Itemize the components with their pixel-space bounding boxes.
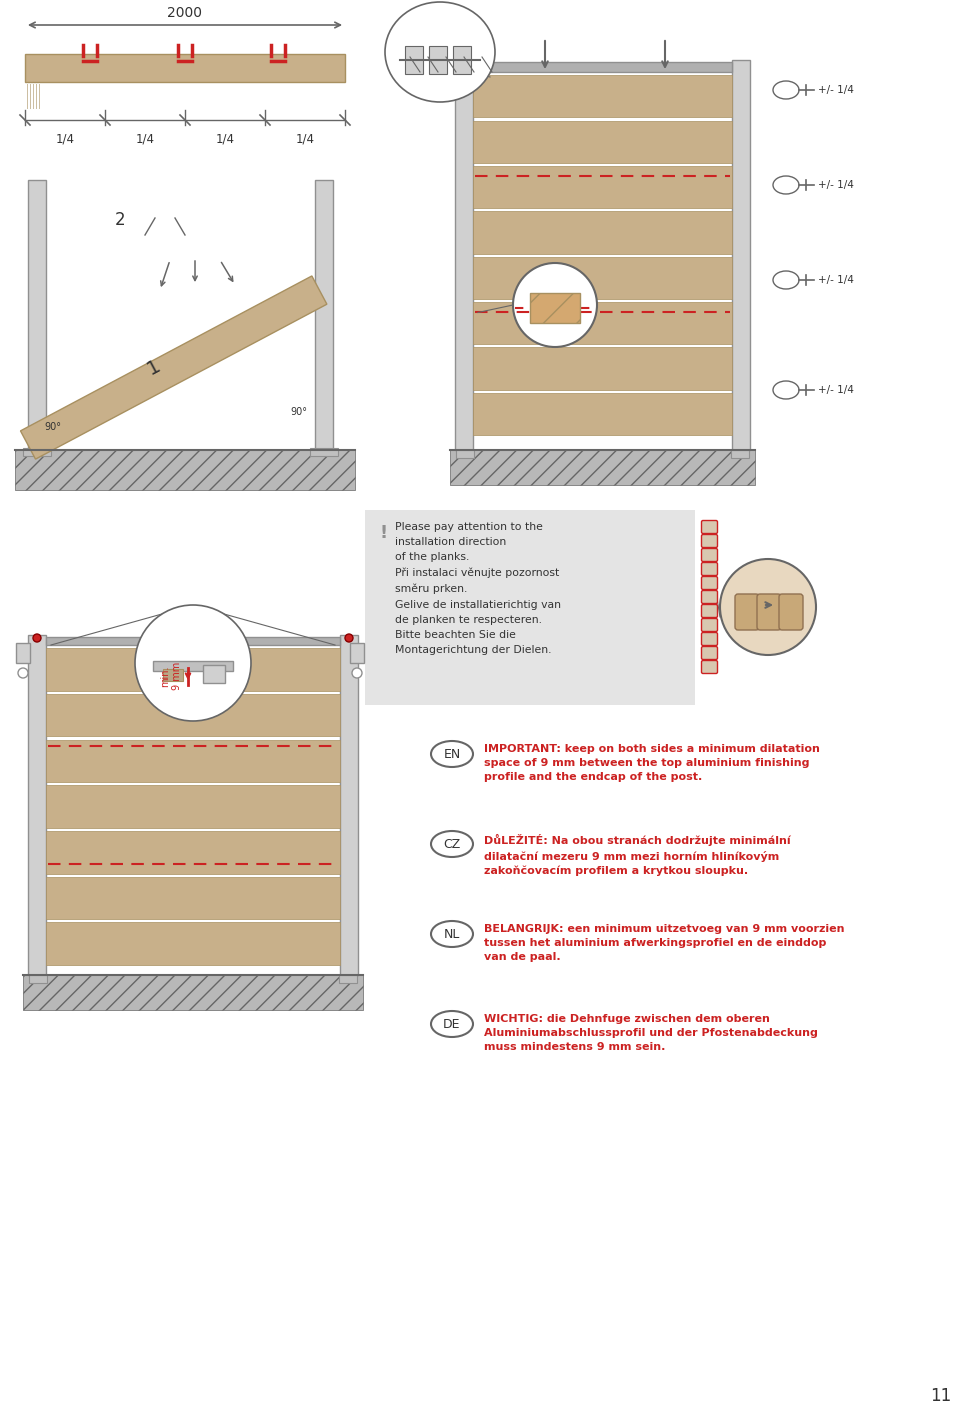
FancyBboxPatch shape xyxy=(702,521,717,534)
Bar xyxy=(365,510,695,705)
Circle shape xyxy=(18,668,28,678)
Text: +/- 1/4: +/- 1/4 xyxy=(818,85,853,95)
Text: CZ: CZ xyxy=(444,837,461,850)
FancyBboxPatch shape xyxy=(779,594,803,629)
Bar xyxy=(25,54,345,83)
Ellipse shape xyxy=(431,921,473,947)
Text: EN: EN xyxy=(444,748,461,760)
Bar xyxy=(46,877,340,920)
Bar xyxy=(473,75,732,117)
Text: DE: DE xyxy=(444,1018,461,1031)
Bar xyxy=(473,167,732,208)
Circle shape xyxy=(33,634,41,642)
Bar xyxy=(456,450,474,459)
Text: 1/4: 1/4 xyxy=(296,132,315,147)
Circle shape xyxy=(135,605,251,721)
FancyBboxPatch shape xyxy=(702,646,717,659)
Bar xyxy=(473,63,732,73)
Bar xyxy=(29,975,47,983)
Bar xyxy=(46,637,340,645)
Bar xyxy=(46,693,340,736)
Bar xyxy=(15,450,355,490)
Bar xyxy=(46,648,340,691)
FancyBboxPatch shape xyxy=(702,605,717,618)
Bar xyxy=(28,179,46,450)
FancyBboxPatch shape xyxy=(702,577,717,590)
FancyBboxPatch shape xyxy=(702,632,717,645)
Bar xyxy=(473,393,732,434)
FancyBboxPatch shape xyxy=(702,562,717,575)
Bar xyxy=(405,46,423,74)
Text: DůLEŽITÉ: Na obou stranách dodržujte minimální
dilatační mezeru 9 mm mezi horním: DůLEŽITÉ: Na obou stranách dodržujte min… xyxy=(484,834,791,876)
Text: 1/4: 1/4 xyxy=(215,132,234,147)
Bar xyxy=(310,449,338,456)
Text: +/- 1/4: +/- 1/4 xyxy=(818,384,853,394)
Bar xyxy=(203,665,225,684)
Text: 2: 2 xyxy=(115,211,126,229)
Text: 90°: 90° xyxy=(44,422,61,431)
Circle shape xyxy=(352,668,362,678)
Bar xyxy=(46,923,340,965)
FancyBboxPatch shape xyxy=(702,591,717,604)
Text: 11: 11 xyxy=(930,1387,951,1405)
Text: IMPORTANT: keep on both sides a minimum dilatation
space of 9 mm between the top: IMPORTANT: keep on both sides a minimum … xyxy=(484,743,820,782)
Text: Please pay attention to the
installation direction
of the planks.
Při instalaci : Please pay attention to the installation… xyxy=(395,523,561,655)
Ellipse shape xyxy=(431,740,473,768)
FancyBboxPatch shape xyxy=(702,548,717,561)
Bar xyxy=(23,449,51,456)
Ellipse shape xyxy=(385,1,495,103)
Ellipse shape xyxy=(431,832,473,857)
FancyBboxPatch shape xyxy=(702,618,717,631)
Bar xyxy=(473,121,732,162)
Text: 1/4: 1/4 xyxy=(135,132,155,147)
Ellipse shape xyxy=(431,1011,473,1037)
FancyBboxPatch shape xyxy=(702,661,717,674)
Bar xyxy=(429,46,447,74)
Bar xyxy=(46,786,340,827)
Text: +/- 1/4: +/- 1/4 xyxy=(818,179,853,189)
Bar xyxy=(450,450,755,486)
Bar xyxy=(453,46,471,74)
Text: 1/4: 1/4 xyxy=(56,132,75,147)
Bar xyxy=(340,635,358,975)
Text: 1: 1 xyxy=(144,356,163,379)
Bar xyxy=(28,635,46,975)
Text: +/- 1/4: +/- 1/4 xyxy=(818,275,853,285)
Bar xyxy=(473,302,732,345)
Text: NL: NL xyxy=(444,927,460,940)
FancyBboxPatch shape xyxy=(735,594,759,629)
Bar xyxy=(153,661,233,671)
Bar xyxy=(46,832,340,873)
Bar xyxy=(350,644,364,664)
Circle shape xyxy=(345,634,353,642)
Text: !: ! xyxy=(379,524,387,543)
Text: 2000: 2000 xyxy=(167,6,203,20)
Text: WICHTIG: die Dehnfuge zwischen dem oberen
Aluminiumabschlussprofil und der Pfost: WICHTIG: die Dehnfuge zwischen dem obere… xyxy=(484,1014,818,1052)
Polygon shape xyxy=(20,276,327,459)
Bar xyxy=(455,60,473,450)
Text: 90°: 90° xyxy=(290,407,307,417)
Bar xyxy=(46,739,340,782)
Bar xyxy=(473,347,732,390)
Text: min.
9 mm: min. 9 mm xyxy=(160,662,181,691)
Bar xyxy=(315,179,333,450)
Bar xyxy=(731,450,749,459)
Bar xyxy=(339,975,357,983)
Bar xyxy=(732,60,750,450)
FancyBboxPatch shape xyxy=(702,534,717,547)
Bar xyxy=(16,644,30,664)
Bar xyxy=(473,256,732,299)
Circle shape xyxy=(720,560,816,655)
Bar xyxy=(473,211,732,253)
Bar xyxy=(163,669,183,681)
Bar xyxy=(530,293,580,323)
Bar xyxy=(23,975,363,1010)
FancyBboxPatch shape xyxy=(757,594,781,629)
Circle shape xyxy=(513,263,597,347)
Text: BELANGRIJK: een minimum uitzetvoeg van 9 mm voorzien
tussen het aluminium afwerk: BELANGRIJK: een minimum uitzetvoeg van 9… xyxy=(484,924,845,963)
